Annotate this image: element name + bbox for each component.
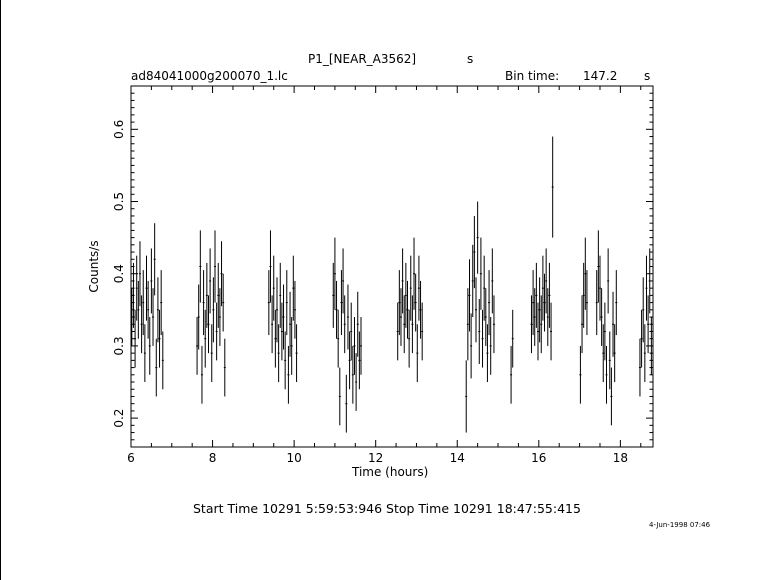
- bin-time-unit: s: [644, 69, 651, 83]
- x-tick-label: 18: [613, 451, 628, 465]
- chart-title-unit: s: [467, 52, 474, 66]
- plot-frame: [130, 85, 654, 448]
- x-axis-label: Time (hours): [352, 465, 429, 479]
- x-tick-label: 16: [531, 451, 546, 465]
- start-stop-times: Start Time 10291 5:59:53:946 Stop Time 1…: [193, 501, 581, 516]
- x-tick-label: 14: [450, 451, 465, 465]
- chart-title: P1_[NEAR_A3562]: [308, 52, 417, 66]
- y-tick-label: 0.4: [112, 264, 126, 283]
- y-tick-label: 0.3: [112, 336, 126, 355]
- timestamp: 4-Jun-1998 07:46: [649, 521, 711, 529]
- y-axis-label: Counts/s: [87, 240, 101, 292]
- x-tick-label: 6: [127, 451, 135, 465]
- file-name: ad84041000g200070_1.lc: [131, 69, 288, 83]
- y-tick-label: 0.5: [112, 192, 126, 211]
- bin-time-label: Bin time:: [505, 69, 560, 83]
- y-tick-label: 0.6: [112, 120, 126, 139]
- x-tick-label: 8: [209, 451, 217, 465]
- window-left-edge: [0, 0, 1, 580]
- bin-time-value: 147.2: [583, 69, 618, 83]
- x-tick-label: 12: [368, 451, 383, 465]
- y-tick-label: 0.2: [112, 409, 126, 428]
- x-tick-label: 10: [286, 451, 301, 465]
